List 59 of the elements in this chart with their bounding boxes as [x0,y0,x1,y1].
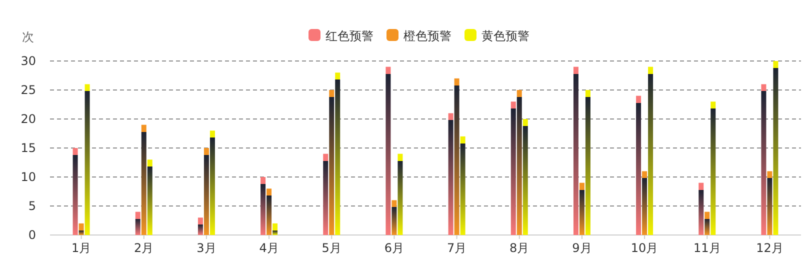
x-tick-label: 10月 [630,241,658,255]
bar [510,102,516,235]
bar [210,130,215,235]
legend-label: 黄色预警 [482,29,530,43]
x-tick-label: 11月 [693,241,721,255]
x-tick-label: 12月 [756,241,784,255]
x-tick-label: 9月 [572,241,592,255]
legend-label: 红色预警 [326,29,374,43]
bar [386,66,391,235]
bar [573,66,578,235]
bar [329,90,334,235]
y-tick-label: 30 [20,54,36,68]
bar [198,218,203,235]
bar [710,102,716,235]
bar [392,200,397,235]
bar [698,182,704,235]
x-tick-label: 2月 [134,241,154,255]
bar [636,96,642,235]
x-tick-label: 6月 [384,241,404,255]
bar [648,66,654,235]
bar [266,188,272,235]
bar [516,90,522,235]
bar [642,171,648,235]
bar [454,78,460,235]
bar [78,223,84,235]
bar [147,160,152,235]
bar [323,154,328,235]
y-tick-label: 15 [20,141,36,156]
y-tick-label: 0 [28,228,36,242]
bar [460,136,466,235]
bar [272,223,278,235]
bar [260,177,266,235]
bar [398,154,403,235]
bar [84,84,90,235]
bar [141,124,146,235]
bar [585,90,590,235]
y-tick-label: 20 [20,112,36,126]
bar [135,212,140,235]
y-tick-label: 5 [28,199,36,214]
x-tick-label: 8月 [510,241,530,255]
x-tick-label: 5月 [322,241,342,255]
bar [72,148,78,235]
y-tick-label: 10 [20,170,36,184]
y-axis-title: 次 [22,30,34,44]
bar [579,182,584,235]
bar [522,119,528,235]
x-tick-label: 7月 [446,241,467,255]
legend-label: 橙色预警 [404,29,452,43]
x-tick-label: 1月 [71,241,92,255]
bar [704,212,710,235]
bar [204,148,209,235]
x-tick-label: 4月 [259,241,279,255]
bar [767,171,772,235]
bar [448,113,454,235]
bar [761,84,766,235]
bar [335,72,340,235]
x-tick-label: 3月 [196,241,216,255]
y-tick-label: 25 [20,83,36,98]
bar [773,61,778,235]
